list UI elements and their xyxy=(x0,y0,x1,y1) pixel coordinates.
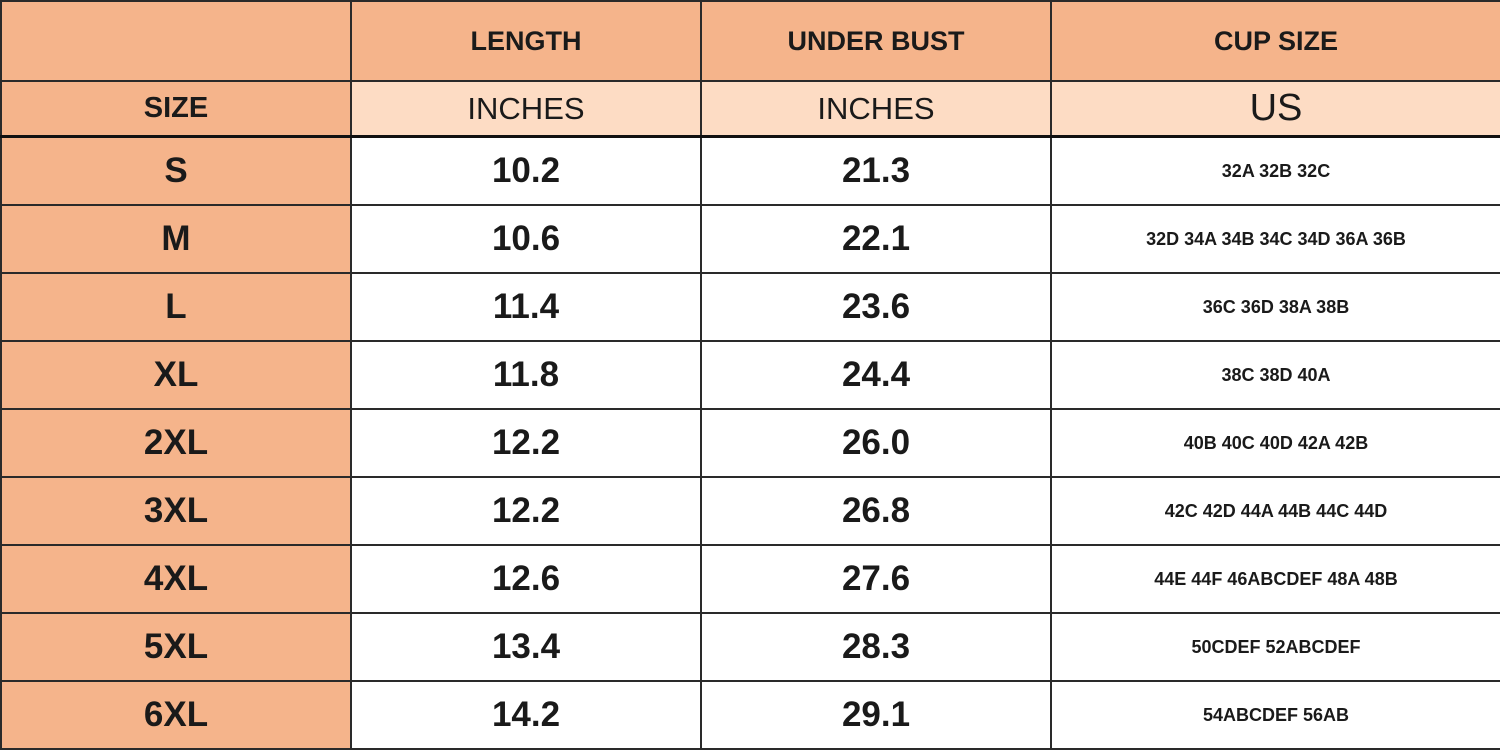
header-row: LENGTH UNDER BUST CUP SIZE xyxy=(0,0,1500,82)
size-cell: M xyxy=(0,204,352,274)
value-cell: 26.8 xyxy=(700,476,1052,546)
size-cell: S xyxy=(0,135,352,206)
size-cell: L xyxy=(0,272,352,342)
column-header: LENGTH xyxy=(350,0,702,82)
data-row: L 11.4 23.6 36C 36D 38A 38B xyxy=(0,272,1500,342)
value-cell: 14.2 xyxy=(350,680,702,750)
value-cell: 44E 44F 46ABCDEF 48A 48B xyxy=(1050,544,1500,614)
value-cell: 32A 32B 32C xyxy=(1050,135,1500,206)
size-cell: XL xyxy=(0,340,352,410)
value-cell: 21.3 xyxy=(700,135,1052,206)
size-cell: 6XL xyxy=(0,680,352,750)
size-cell: 5XL xyxy=(0,612,352,682)
data-row: 5XL 13.4 28.3 50CDEF 52ABCDEF xyxy=(0,612,1500,682)
size-cell: 2XL xyxy=(0,408,352,478)
data-row: M 10.6 22.1 32D 34A 34B 34C 34D 36A 36B xyxy=(0,204,1500,274)
data-row: 4XL 12.6 27.6 44E 44F 46ABCDEF 48A 48B xyxy=(0,544,1500,614)
corner-cell xyxy=(0,0,352,82)
value-cell: 26.0 xyxy=(700,408,1052,478)
units-row: SIZE INCHES INCHES US xyxy=(0,80,1500,138)
data-row: XL 11.8 24.4 38C 38D 40A xyxy=(0,340,1500,410)
value-cell: 28.3 xyxy=(700,612,1052,682)
value-cell: 12.2 xyxy=(350,408,702,478)
data-row: 2XL 12.2 26.0 40B 40C 40D 42A 42B xyxy=(0,408,1500,478)
value-cell: 11.4 xyxy=(350,272,702,342)
value-cell: 36C 36D 38A 38B xyxy=(1050,272,1500,342)
value-cell: 40B 40C 40D 42A 42B xyxy=(1050,408,1500,478)
value-cell: 50CDEF 52ABCDEF xyxy=(1050,612,1500,682)
data-row: 6XL 14.2 29.1 54ABCDEF 56AB xyxy=(0,680,1500,750)
data-row: S 10.2 21.3 32A 32B 32C xyxy=(0,135,1500,206)
value-cell: 27.6 xyxy=(700,544,1052,614)
value-cell: 32D 34A 34B 34C 34D 36A 36B xyxy=(1050,204,1500,274)
column-header: CUP SIZE xyxy=(1050,0,1500,82)
column-header: UNDER BUST xyxy=(700,0,1052,82)
value-cell: 12.2 xyxy=(350,476,702,546)
value-cell: 11.8 xyxy=(350,340,702,410)
size-cell: 4XL xyxy=(0,544,352,614)
value-cell: 10.2 xyxy=(350,135,702,206)
value-cell: 12.6 xyxy=(350,544,702,614)
value-cell: 10.6 xyxy=(350,204,702,274)
value-cell: 23.6 xyxy=(700,272,1052,342)
unit-cell: US xyxy=(1050,80,1500,138)
unit-cell: INCHES xyxy=(700,80,1052,138)
value-cell: 29.1 xyxy=(700,680,1052,750)
unit-cell: INCHES xyxy=(350,80,702,138)
value-cell: 24.4 xyxy=(700,340,1052,410)
size-header: SIZE xyxy=(0,80,352,138)
value-cell: 42C 42D 44A 44B 44C 44D xyxy=(1050,476,1500,546)
data-row: 3XL 12.2 26.8 42C 42D 44A 44B 44C 44D xyxy=(0,476,1500,546)
value-cell: 38C 38D 40A xyxy=(1050,340,1500,410)
value-cell: 22.1 xyxy=(700,204,1052,274)
size-cell: 3XL xyxy=(0,476,352,546)
value-cell: 54ABCDEF 56AB xyxy=(1050,680,1500,750)
value-cell: 13.4 xyxy=(350,612,702,682)
